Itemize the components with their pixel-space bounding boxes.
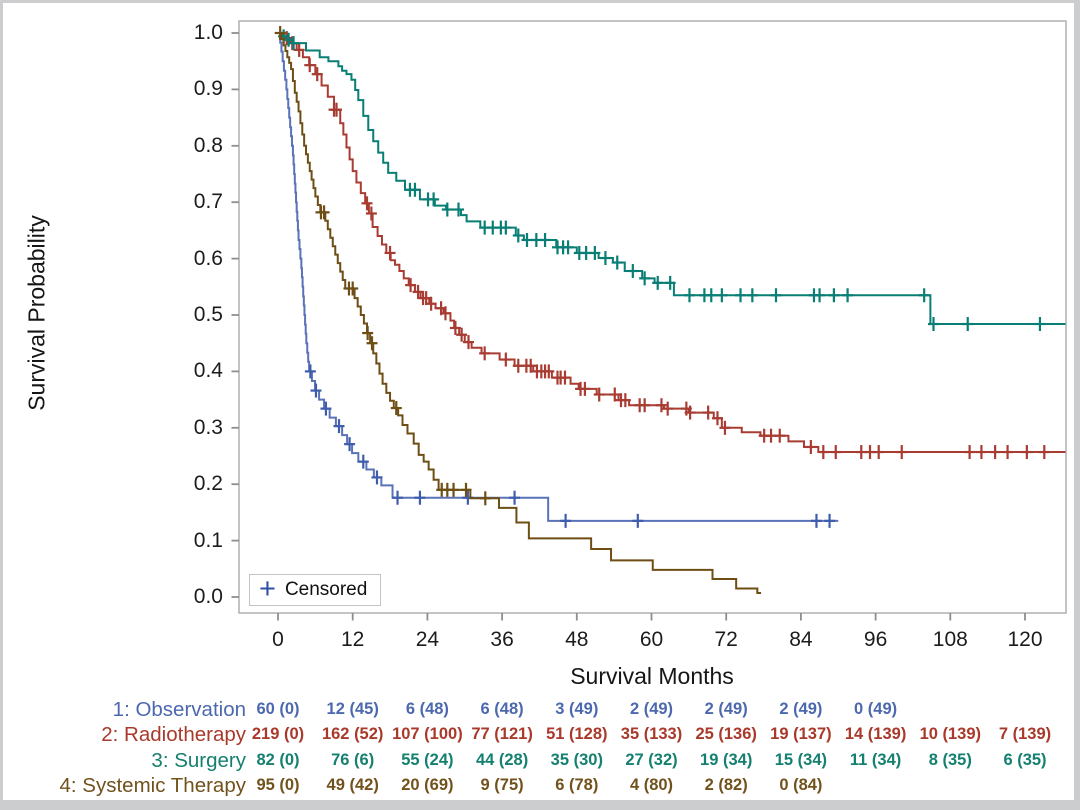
risk-cell: 6 (35)	[1003, 750, 1047, 769]
y-tick-label: 0.1	[193, 528, 223, 552]
risk-cell: 95 (0)	[256, 776, 300, 795]
risk-cell: 2 (49)	[779, 700, 823, 718]
y-tick-label: 0.8	[193, 133, 223, 157]
risk-cell: 162 (52)	[321, 725, 384, 744]
x-tick-label: 120	[1007, 628, 1043, 651]
risk-cell: 55 (24)	[401, 750, 454, 769]
risk-cell: 76 (6)	[331, 750, 375, 769]
risk-row-label: 1: Observation	[112, 698, 246, 721]
risk-cell: 2 (49)	[704, 700, 748, 718]
risk-cell: 20 (69)	[401, 776, 454, 795]
censored-legend-label: Censored	[284, 579, 368, 600]
y-tick-label: 0.2	[193, 472, 223, 496]
risk-cell: 219 (0)	[251, 725, 305, 744]
risk-cell: 35 (30)	[550, 750, 603, 769]
risk-cell: 2 (49)	[629, 700, 674, 718]
x-tick-label: 12	[341, 628, 365, 651]
risk-cell: 107 (100)	[392, 725, 463, 744]
risk-cell: 25 (136)	[695, 725, 757, 744]
x-tick-label: 84	[789, 628, 813, 651]
y-tick-label: 1.0	[193, 21, 223, 44]
risk-cell: 44 (28)	[475, 750, 529, 769]
risk-row-label: 3: Surgery	[151, 748, 246, 772]
risk-cell: 51 (128)	[546, 725, 608, 744]
x-axis-title: Survival Months	[570, 663, 734, 689]
y-axis-title: Survival Probability	[23, 215, 50, 411]
y-tick-label: 0.5	[193, 303, 223, 326]
x-tick-label: 48	[565, 628, 589, 651]
risk-cell: 9 (75)	[480, 776, 524, 795]
x-tick-label: 108	[932, 628, 968, 651]
y-tick-label: 0.3	[193, 415, 223, 439]
plot-wall	[238, 20, 1067, 614]
risk-cell: 35 (133)	[620, 725, 683, 744]
risk-cell: 7 (139)	[998, 725, 1052, 744]
x-tick-label: 0	[272, 628, 284, 651]
x-tick-label: 60	[639, 628, 664, 651]
censored-legend: + Censored	[249, 572, 382, 606]
risk-row-label: 2: Radiotherapy	[101, 723, 246, 747]
risk-cell: 6 (78)	[555, 776, 599, 795]
risk-cell: 15 (34)	[774, 750, 828, 769]
risk-cell: 0 (84)	[779, 776, 823, 795]
y-tick-label: 0.7	[193, 190, 223, 214]
y-tick-label: 0.4	[193, 359, 223, 383]
risk-cell: 2 (82)	[704, 776, 748, 795]
y-tick-label: 0.6	[193, 246, 223, 270]
survival-plot-area	[231, 20, 1067, 621]
risk-cell: 8 (35)	[928, 750, 972, 769]
risk-cell: 10 (139)	[919, 725, 982, 744]
risk-cell: 49 (42)	[326, 776, 379, 795]
x-tick-label: 36	[490, 628, 514, 651]
risk-cell: 77 (121)	[471, 725, 533, 744]
risk-cell: 19 (137)	[770, 725, 832, 744]
risk-row-label: 4: Systemic Therapy	[59, 774, 246, 798]
risk-cell: 3 (49)	[555, 700, 599, 718]
censored-plus-icon: +	[259, 572, 276, 605]
risk-cell: 6 (48)	[480, 700, 524, 718]
x-tick-label: 24	[415, 628, 440, 651]
risk-cell: 6 (48)	[405, 700, 449, 718]
risk-cell: 12 (45)	[326, 700, 379, 718]
risk-cell: 0 (49)	[854, 700, 898, 718]
risk-cell: 4 (80)	[629, 776, 674, 795]
risk-cell: 27 (32)	[625, 750, 678, 769]
risk-cell: 11 (34)	[849, 750, 902, 769]
risk-cell: 19 (34)	[700, 750, 753, 769]
x-tick-label: 72	[714, 628, 738, 651]
km-curve-1	[278, 32, 839, 522]
y-tick-label: 0.9	[193, 77, 223, 101]
risk-cell: 60 (0)	[256, 700, 300, 718]
risk-cell: 14 (139)	[844, 725, 907, 744]
y-tick-label: 0.0	[193, 585, 223, 608]
x-tick-label: 96	[863, 628, 888, 651]
risk-cell: 82 (0)	[256, 750, 300, 769]
